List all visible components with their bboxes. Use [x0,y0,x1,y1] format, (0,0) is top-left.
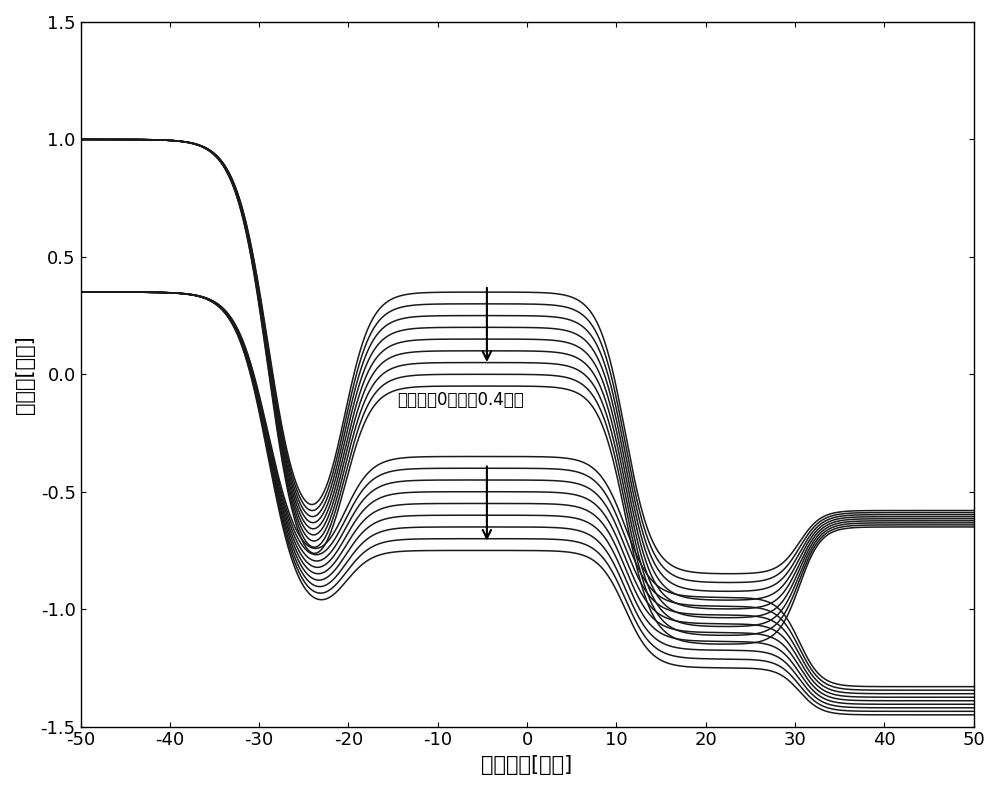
Y-axis label: 静电势[伏特]: 静电势[伏特] [15,335,35,414]
Text: 栌电压从0增大到0.4伏特: 栌电压从0增大到0.4伏特 [398,391,524,408]
X-axis label: 沟道位置[纳米]: 沟道位置[纳米] [481,755,573,775]
